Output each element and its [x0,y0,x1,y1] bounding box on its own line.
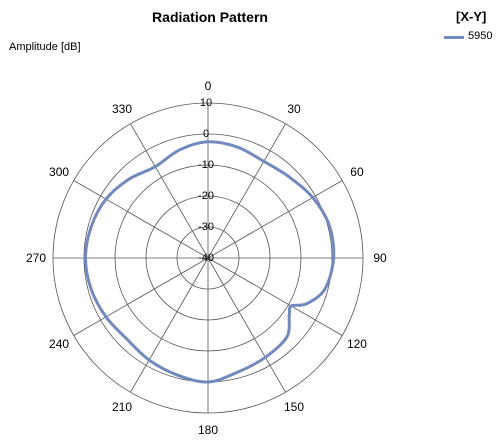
radial-tick-label: -30 [198,221,214,233]
amplitude-axis-label: Amplitude [dB] [9,41,81,53]
spoke-300 [73,180,209,259]
angle-label-30: 30 [287,102,301,116]
angle-label-150: 150 [284,400,304,414]
spoke-120 [207,257,343,336]
spoke-150 [207,257,286,393]
legend-title: [X-Y] [456,9,487,24]
spoke-60 [207,180,343,259]
spoke-330 [130,123,209,259]
spoke-240 [73,257,209,336]
angle-label-330: 330 [112,102,132,116]
angle-label-60: 60 [350,165,364,179]
radial-tick-label: 0 [203,128,209,140]
angle-label-0: 0 [205,79,212,93]
radial-tick-label: -40 [198,252,214,264]
spoke-210 [130,257,209,393]
angle-label-300: 300 [49,165,69,179]
radial-tick-label: 10 [200,97,212,109]
angle-label-120: 120 [347,337,367,351]
chart-title: Radiation Pattern [152,9,268,25]
radial-tick-label: -20 [198,190,214,202]
legend-label: 5950 [468,30,493,42]
series-line-5950 [84,140,336,384]
angle-label-90: 90 [373,251,387,265]
radial-tick-label: -10 [198,159,214,171]
angle-label-210: 210 [112,400,132,414]
angle-label-180: 180 [198,423,218,437]
spoke-30 [207,123,286,259]
angle-label-270: 270 [26,251,46,265]
legend-item-5950: 5950 [440,30,502,44]
legend-swatch [444,36,464,39]
angle-label-240: 240 [49,337,69,351]
